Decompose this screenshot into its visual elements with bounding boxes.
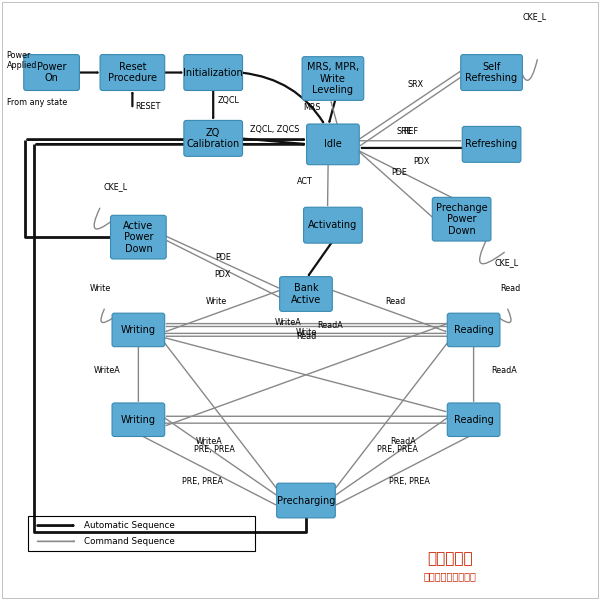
- FancyArrowPatch shape: [309, 243, 331, 275]
- FancyArrowPatch shape: [361, 77, 461, 146]
- Text: 射频和天线设计专家: 射频和天线设计专家: [423, 572, 476, 581]
- FancyArrowPatch shape: [335, 342, 448, 488]
- Text: Read: Read: [386, 298, 406, 307]
- Text: WriteA: WriteA: [94, 366, 121, 375]
- Text: Writing: Writing: [121, 415, 156, 425]
- FancyBboxPatch shape: [447, 403, 500, 436]
- FancyBboxPatch shape: [100, 55, 165, 91]
- FancyBboxPatch shape: [304, 207, 362, 243]
- Text: Read: Read: [500, 284, 521, 293]
- Text: Command Sequence: Command Sequence: [85, 537, 175, 546]
- Text: Power
Applied: Power Applied: [7, 51, 37, 70]
- FancyArrowPatch shape: [337, 418, 448, 494]
- FancyBboxPatch shape: [24, 55, 79, 91]
- FancyBboxPatch shape: [302, 56, 364, 100]
- Text: ZQCL, ZQCS: ZQCL, ZQCS: [250, 125, 299, 134]
- Text: SRE: SRE: [396, 127, 412, 136]
- Text: Power
On: Power On: [37, 62, 67, 83]
- Text: Refreshing: Refreshing: [466, 139, 518, 149]
- FancyBboxPatch shape: [447, 313, 500, 347]
- FancyBboxPatch shape: [184, 121, 242, 157]
- FancyBboxPatch shape: [184, 55, 242, 91]
- Text: Automatic Sequence: Automatic Sequence: [85, 521, 175, 530]
- Text: PDE: PDE: [391, 168, 407, 177]
- FancyBboxPatch shape: [307, 124, 359, 165]
- Text: 易迪拓培训: 易迪拓培训: [427, 551, 472, 566]
- FancyArrowPatch shape: [166, 236, 278, 288]
- Text: Active
Power
Down: Active Power Down: [123, 221, 154, 254]
- FancyBboxPatch shape: [110, 215, 166, 259]
- FancyBboxPatch shape: [112, 313, 165, 347]
- FancyArrowPatch shape: [337, 436, 471, 505]
- FancyArrowPatch shape: [164, 342, 277, 488]
- Text: ZQCL: ZQCL: [218, 97, 240, 106]
- Text: REF: REF: [403, 127, 418, 136]
- Text: PRE, PREA: PRE, PREA: [377, 445, 418, 454]
- FancyArrowPatch shape: [332, 290, 446, 331]
- Text: Reset
Procedure: Reset Procedure: [108, 62, 157, 83]
- FancyArrowPatch shape: [360, 152, 433, 217]
- Text: Read: Read: [296, 332, 316, 341]
- Text: SRX: SRX: [408, 80, 424, 89]
- FancyArrowPatch shape: [331, 102, 337, 124]
- Text: CKE_L: CKE_L: [523, 12, 547, 21]
- Text: ZQ
Calibration: ZQ Calibration: [187, 128, 240, 149]
- Text: Idle: Idle: [324, 139, 342, 149]
- Text: WriteA: WriteA: [196, 437, 222, 446]
- Text: Writing: Writing: [121, 325, 156, 335]
- FancyArrowPatch shape: [164, 418, 275, 494]
- Text: PDX: PDX: [413, 157, 430, 166]
- FancyArrowPatch shape: [359, 72, 460, 139]
- Text: PDE: PDE: [215, 253, 231, 262]
- Text: Bank
Active: Bank Active: [291, 283, 321, 305]
- FancyArrowPatch shape: [167, 241, 280, 297]
- Text: Activating: Activating: [308, 220, 358, 230]
- Text: CKE_L: CKE_L: [494, 259, 518, 268]
- Text: PRE, PREA: PRE, PREA: [182, 478, 223, 487]
- Text: RESET: RESET: [136, 101, 161, 110]
- Text: ReadA: ReadA: [491, 366, 517, 375]
- Text: ReadA: ReadA: [391, 437, 416, 446]
- Text: ReadA: ReadA: [317, 321, 343, 330]
- Text: Write: Write: [206, 298, 227, 307]
- Text: MRS, MPR,
Write
Leveling: MRS, MPR, Write Leveling: [307, 62, 359, 95]
- Text: WriteA: WriteA: [275, 319, 301, 328]
- FancyArrowPatch shape: [359, 151, 452, 198]
- FancyBboxPatch shape: [461, 55, 523, 91]
- Text: Reading: Reading: [454, 415, 493, 425]
- Text: MRS: MRS: [304, 103, 321, 112]
- Text: Prechange
Power
Down: Prechange Power Down: [436, 203, 487, 236]
- Text: Precharging: Precharging: [277, 496, 335, 506]
- Text: Write: Write: [295, 328, 317, 337]
- Text: Self
Refreshing: Self Refreshing: [466, 62, 518, 83]
- FancyBboxPatch shape: [277, 483, 335, 518]
- Text: PDX: PDX: [215, 269, 231, 278]
- Text: Reading: Reading: [454, 325, 493, 335]
- Text: Initialization: Initialization: [184, 68, 243, 77]
- FancyArrowPatch shape: [141, 436, 275, 505]
- Text: Write: Write: [90, 284, 112, 293]
- Text: CKE_L: CKE_L: [104, 182, 128, 191]
- FancyBboxPatch shape: [462, 127, 521, 163]
- FancyBboxPatch shape: [112, 403, 165, 436]
- FancyArrowPatch shape: [166, 323, 447, 425]
- FancyBboxPatch shape: [280, 277, 332, 311]
- Text: From any state: From any state: [7, 98, 67, 107]
- Text: PRE, PREA: PRE, PREA: [389, 478, 430, 487]
- Text: ACT: ACT: [298, 177, 313, 186]
- FancyArrowPatch shape: [329, 101, 335, 122]
- Text: PRE, PREA: PRE, PREA: [194, 445, 235, 454]
- FancyArrowPatch shape: [166, 290, 280, 331]
- FancyBboxPatch shape: [432, 197, 491, 241]
- FancyArrowPatch shape: [165, 338, 446, 412]
- FancyArrowPatch shape: [243, 139, 304, 144]
